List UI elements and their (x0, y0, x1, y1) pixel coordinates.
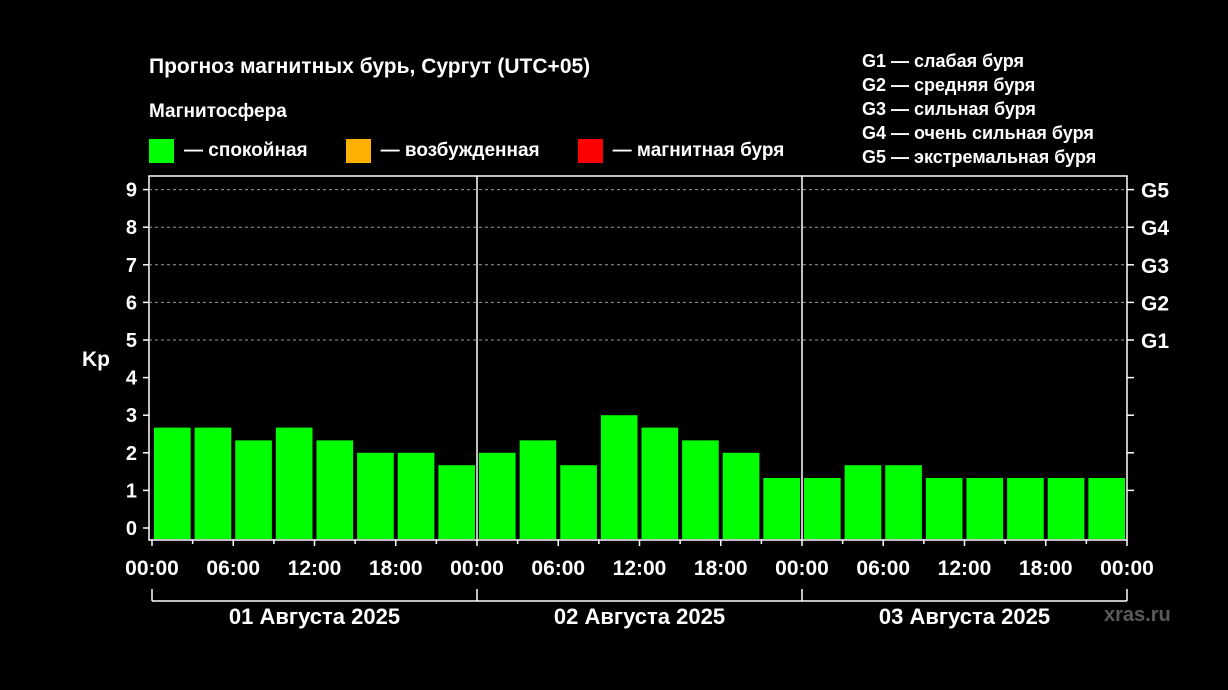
chart-title: Прогноз магнитных бурь, Сургут (UTC+05) (149, 55, 591, 78)
y-tick-label: 0 (126, 518, 137, 540)
bar (722, 452, 760, 539)
y-tick-label: 4 (126, 368, 138, 390)
x-tick-label: 00:00 (775, 557, 829, 580)
y-tick-label: 7 (126, 255, 137, 277)
y-axis-label: Kp (82, 348, 110, 371)
bar (966, 477, 1004, 539)
storm-level-legend: G1 — слабая буря G2 — средняя буря G3 — … (862, 49, 1096, 169)
y-tick-label: 8 (126, 217, 137, 239)
storm-level-g4: G4 — очень сильная буря (862, 123, 1094, 143)
x-tick-label: 18:00 (369, 557, 423, 580)
storm-level-tick-label: G3 (1141, 255, 1169, 278)
day-label: 02 Августа 2025 (554, 604, 725, 629)
bar (316, 440, 354, 539)
legend-label-calm: — спокойная (184, 140, 308, 161)
legend-swatch-excited (345, 139, 371, 163)
bar (763, 477, 800, 539)
day-label: 01 Августа 2025 (229, 604, 400, 629)
bar (397, 452, 435, 539)
y-tick-label: 3 (126, 405, 137, 427)
storm-level-tick-label: G5 (1141, 180, 1169, 203)
legend-item-excited: — возбужденная (345, 139, 540, 163)
plot-frame (148, 175, 1128, 541)
storm-level-g5: G5 — экстремальная буря (862, 147, 1097, 167)
legend-title: Магнитосфера (149, 101, 287, 122)
legend-item-calm: — спокойная (149, 139, 308, 163)
x-tick-label: 00:00 (125, 557, 179, 580)
bar (1047, 477, 1085, 539)
y-tick-label: 2 (126, 443, 137, 465)
bar (235, 440, 272, 539)
bar (844, 465, 882, 539)
storm-level-g1: G1 — слабая буря (862, 51, 1025, 71)
legend-swatch-storm (577, 139, 603, 163)
storm-level-g3: G3 — сильная буря (862, 99, 1036, 119)
storm-level-tick-label: G4 (1141, 217, 1169, 240)
storm-level-tick-label: G1 (1141, 330, 1169, 353)
x-tick-label: 06:00 (206, 557, 260, 580)
legend-label-excited: — возбужденная (380, 140, 540, 161)
x-tick-label: 00:00 (1100, 557, 1154, 580)
x-tick-label: 18:00 (1019, 557, 1073, 580)
bar (479, 452, 516, 539)
bar (600, 415, 638, 539)
x-tick-label: 06:00 (856, 557, 910, 580)
legend-label-storm: — магнитная буря (612, 140, 785, 161)
bar (357, 452, 394, 539)
y-tick-label: 5 (126, 330, 137, 352)
bar (560, 465, 597, 539)
x-tick-label: 00:00 (450, 557, 504, 580)
bar (641, 427, 679, 539)
day-label: 03 Августа 2025 (879, 604, 1050, 629)
bar (154, 427, 191, 539)
y-tick-label: 9 (126, 180, 137, 202)
bar (1007, 477, 1044, 539)
legend-item-storm: — магнитная буря (577, 139, 785, 163)
watermark: xras.ru (1104, 604, 1171, 626)
x-tick-label: 12:00 (938, 557, 992, 580)
y-tick-label: 6 (126, 292, 137, 314)
bar (804, 477, 841, 539)
bar (275, 427, 313, 539)
x-tick-label: 12:00 (288, 557, 342, 580)
x-tick-label: 18:00 (694, 557, 748, 580)
storm-level-tick-label: G2 (1141, 292, 1169, 315)
x-tick-label: 06:00 (531, 557, 585, 580)
x-tick-label: 12:00 (613, 557, 667, 580)
legend: — спокойная — возбужденная — магнитная б… (149, 139, 822, 163)
bar (194, 427, 232, 539)
bar (925, 477, 963, 539)
bar (519, 440, 557, 539)
y-tick-label: 1 (126, 480, 137, 502)
bar (438, 465, 475, 539)
storm-level-g2: G2 — средняя буря (862, 75, 1036, 95)
bar (682, 440, 719, 539)
bar (885, 465, 922, 539)
bar (1088, 477, 1125, 539)
legend-swatch-calm (149, 139, 174, 163)
